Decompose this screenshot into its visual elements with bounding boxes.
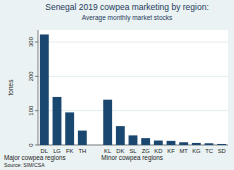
x-tick-label: MT <box>179 148 188 154</box>
bar <box>167 141 176 145</box>
bar <box>103 100 112 145</box>
y-axis <box>38 30 39 145</box>
y-axis-label: tones <box>7 79 14 96</box>
y-tick <box>35 145 38 146</box>
bar <box>192 143 201 145</box>
bar <box>141 138 150 145</box>
x-tick-label: SD <box>218 148 226 154</box>
chart: Senegal 2019 cowpea marketing by region:… <box>0 0 234 170</box>
bar <box>179 142 188 145</box>
x-tick-label: TH <box>78 148 86 154</box>
x-tick-label: KG <box>192 148 201 154</box>
bar <box>205 143 214 145</box>
grid-line <box>38 76 228 77</box>
y-tick <box>35 42 38 43</box>
background <box>0 0 234 170</box>
plot-area <box>38 30 228 145</box>
x-tick-label: FK <box>66 148 74 154</box>
grid-line <box>38 110 228 111</box>
bar <box>129 135 138 145</box>
annotation: Major cowpea regions <box>4 154 66 162</box>
y-tick-label: 300 <box>28 36 34 47</box>
y-tick <box>35 110 38 111</box>
bar <box>53 97 62 145</box>
x-tick-label: TC <box>205 148 213 154</box>
bars <box>40 34 226 145</box>
title: Senegal 2019 cowpea marketing by region: <box>45 2 209 12</box>
bar <box>40 34 49 145</box>
source: Source: SIM/CSA <box>4 162 45 168</box>
bar <box>217 144 226 145</box>
bar <box>154 141 163 145</box>
y-tick-label: 100 <box>28 105 34 116</box>
x-tick-label: KF <box>167 148 175 154</box>
y-tick <box>35 76 38 77</box>
annotation: Minor cowpea regions <box>101 154 163 162</box>
grid-line <box>38 42 228 43</box>
subtitle: Average monthly market stocks <box>82 14 173 22</box>
y-tick-label: 0 <box>28 143 34 147</box>
bar <box>78 131 87 145</box>
y-tick-label: 200 <box>28 71 34 82</box>
bar <box>116 126 125 145</box>
bar <box>65 112 74 145</box>
